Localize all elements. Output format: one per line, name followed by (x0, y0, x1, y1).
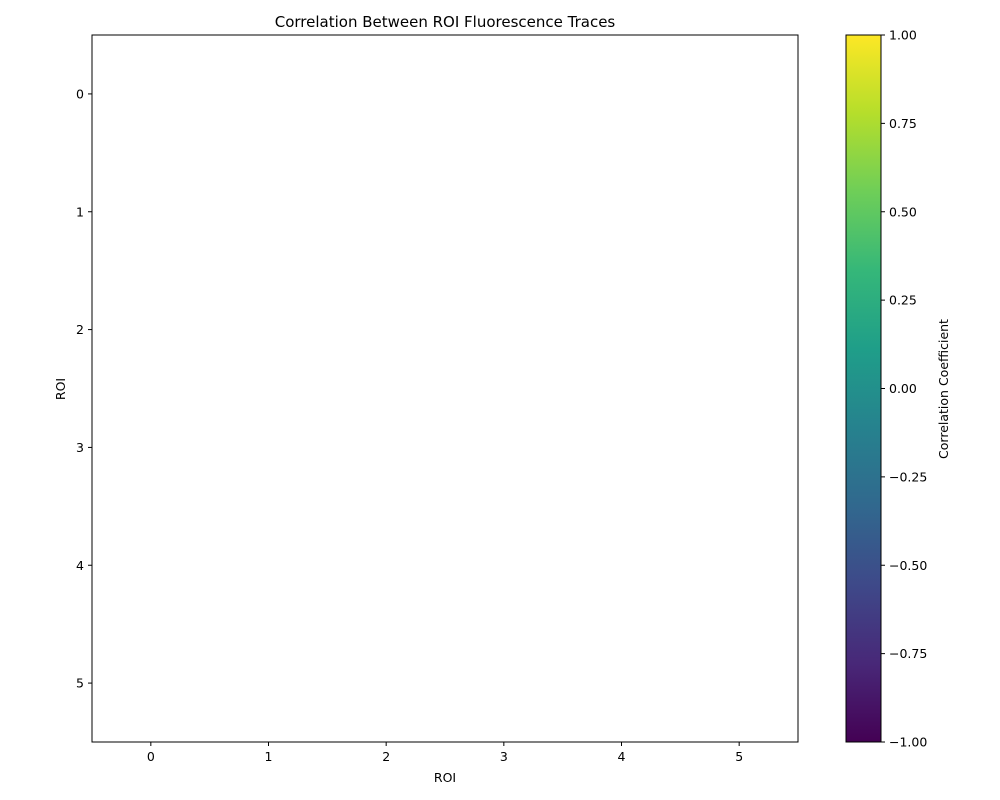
colorbar-ticks: −1.00 −0.75 −0.50 −0.25 0.00 0.25 0.50 0.75 1.00 (881, 28, 927, 750)
x-tick-label: 4 (618, 749, 626, 764)
y-axis-label: ROI (53, 378, 68, 400)
x-tick-label: 5 (735, 749, 743, 764)
y-tick-label: 0 (76, 86, 84, 101)
y-tick-label: 2 (76, 322, 84, 337)
x-tick-label: 2 (382, 749, 390, 764)
y-tick-label: 5 (76, 676, 84, 691)
y-axis-ticks: 0 1 2 3 4 5 (76, 86, 92, 691)
x-axis-label: ROI (434, 770, 456, 785)
colorbar-tick-label: 0.25 (889, 293, 917, 308)
x-tick-label: 1 (265, 749, 273, 764)
colorbar-tick-label: 1.00 (889, 28, 917, 43)
colorbar (845, 34, 882, 743)
colorbar-tick-label: −0.25 (889, 469, 927, 484)
y-tick-label: 1 (76, 204, 84, 219)
colorbar-tick-label: 0.50 (889, 204, 917, 219)
x-tick-label: 0 (147, 749, 155, 764)
x-axis-ticks: 0 1 2 3 4 5 (147, 742, 743, 764)
colorbar-tick-label: −0.50 (889, 558, 927, 573)
colorbar-label: Correlation Coefficient (936, 319, 951, 459)
colorbar-tick-label: −1.00 (889, 735, 927, 750)
colorbar-tick-label: 0.75 (889, 116, 917, 131)
y-tick-label: 3 (76, 440, 84, 455)
colorbar-tick-label: −0.75 (889, 646, 927, 661)
x-tick-label: 3 (500, 749, 508, 764)
chart-title: Correlation Between ROI Fluorescence Tra… (275, 13, 616, 31)
plot-area (91, 34, 799, 743)
y-tick-label: 4 (76, 558, 84, 573)
colorbar-tick-label: 0.00 (889, 381, 917, 396)
